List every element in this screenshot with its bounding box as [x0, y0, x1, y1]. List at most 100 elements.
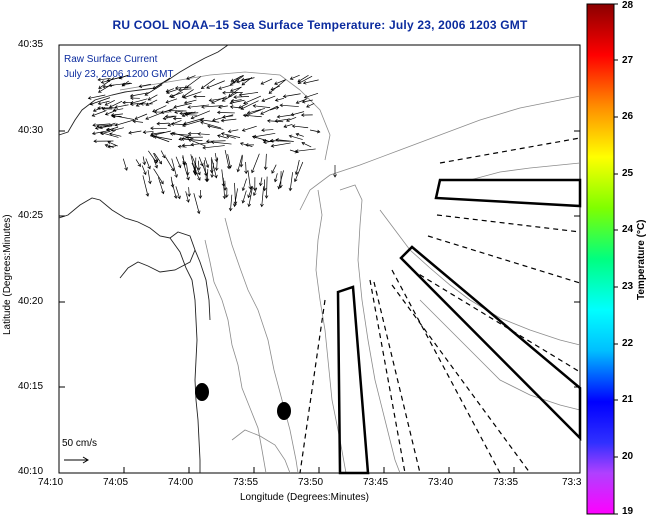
- current-vector-head: [288, 134, 293, 139]
- current-vector-head: [276, 114, 281, 119]
- current-vector-head: [274, 119, 278, 123]
- current-vector-head: [145, 193, 150, 197]
- current-vector: [242, 125, 257, 132]
- current-vector: [107, 145, 117, 148]
- scale-arrow: [64, 456, 89, 464]
- current-vector: [166, 88, 174, 92]
- current-vector-head: [98, 89, 102, 93]
- current-vector-head: [108, 83, 112, 88]
- current-vector-head: [98, 85, 102, 89]
- current-vector: [222, 177, 225, 199]
- current-vector-head: [211, 100, 215, 104]
- current-vector-head: [264, 195, 269, 199]
- current-vector: [222, 91, 238, 102]
- current-vector-head: [128, 130, 132, 135]
- current-vector-head: [218, 86, 222, 90]
- current-vector: [294, 161, 304, 182]
- current-vector: [133, 120, 144, 123]
- current-vector-head: [140, 102, 144, 106]
- current-vector-head: [187, 193, 191, 197]
- current-vector-head: [165, 100, 170, 104]
- current-vector: [166, 98, 178, 103]
- current-vector: [260, 177, 263, 186]
- current-vector: [292, 125, 309, 129]
- current-vector: [92, 130, 110, 135]
- current-vector: [166, 89, 178, 94]
- current-vector-head: [227, 129, 232, 134]
- current-vector-head: [145, 116, 149, 120]
- current-vector-head: [283, 124, 288, 128]
- current-vector-head: [263, 166, 268, 171]
- colorbar-tick: 28: [622, 0, 634, 11]
- current-vector: [301, 142, 312, 148]
- current-vector-head: [200, 120, 204, 125]
- current-vector-head: [182, 162, 186, 166]
- current-vector: [296, 133, 304, 137]
- current-vector-head: [303, 95, 308, 99]
- current-vector: [274, 118, 291, 122]
- current-vector: [240, 100, 259, 110]
- current-vector-head: [104, 102, 109, 106]
- current-vector: [183, 117, 205, 125]
- current-vector-head: [150, 131, 154, 136]
- current-vector: [218, 105, 228, 108]
- current-vector-head: [274, 81, 278, 85]
- current-vector: [146, 99, 158, 106]
- current-vector-head: [302, 80, 307, 85]
- current-vector-head: [178, 88, 182, 92]
- current-vector: [260, 105, 278, 115]
- current-vector: [234, 182, 236, 205]
- current-vector-head: [112, 114, 116, 118]
- current-vector: [230, 106, 244, 109]
- current-vector: [201, 105, 223, 108]
- current-vector: [261, 186, 264, 207]
- current-vector-head: [182, 123, 186, 128]
- current-vector-head: [147, 165, 151, 170]
- current-vector: [184, 76, 202, 89]
- current-vector-head: [129, 93, 134, 98]
- current-vector-head: [294, 171, 299, 176]
- current-vector: [134, 113, 148, 120]
- current-vector-head: [171, 94, 175, 98]
- colorbar-tick: 20: [622, 451, 634, 462]
- current-vector: [163, 115, 177, 120]
- current-vector-head: [230, 78, 235, 82]
- current-vector-head: [182, 95, 187, 99]
- current-vector: [90, 97, 111, 105]
- current-vector-head: [247, 203, 252, 208]
- current-vector: [202, 145, 225, 149]
- current-vector: [230, 86, 242, 92]
- current-vector-head: [97, 77, 101, 82]
- current-vector-head: [205, 178, 210, 182]
- current-vector: [100, 132, 119, 138]
- current-vector: [226, 135, 236, 139]
- current-vector: [224, 149, 230, 169]
- x-tick: 73:35: [493, 477, 519, 488]
- colorbar-tick: 26: [622, 111, 634, 122]
- current-vector-head: [114, 105, 118, 109]
- current-vector-head: [156, 121, 160, 126]
- current-vector: [98, 85, 110, 93]
- current-vector-head: [236, 168, 241, 173]
- current-vector: [122, 82, 133, 86]
- current-vector: [109, 100, 123, 108]
- current-vector: [111, 113, 124, 116]
- current-vector-head: [178, 137, 183, 141]
- dashed-radials: [299, 137, 581, 474]
- current-vector-head: [91, 113, 96, 117]
- current-vector: [188, 139, 206, 147]
- current-vector: [197, 133, 210, 135]
- current-vector: [100, 131, 111, 135]
- current-vector-head: [152, 109, 156, 113]
- current-vector-head: [253, 192, 257, 197]
- current-vector: [160, 150, 166, 158]
- x-tick: 73:40: [428, 477, 454, 488]
- current-vector-head: [258, 182, 263, 187]
- current-vector-head: [190, 142, 194, 147]
- colorbar-tick: 24: [622, 224, 634, 235]
- current-vector-head: [137, 163, 141, 168]
- current-vector-head: [248, 186, 253, 190]
- current-vector-head: [100, 80, 105, 84]
- current-vector: [153, 168, 164, 184]
- current-vector-head: [239, 163, 244, 168]
